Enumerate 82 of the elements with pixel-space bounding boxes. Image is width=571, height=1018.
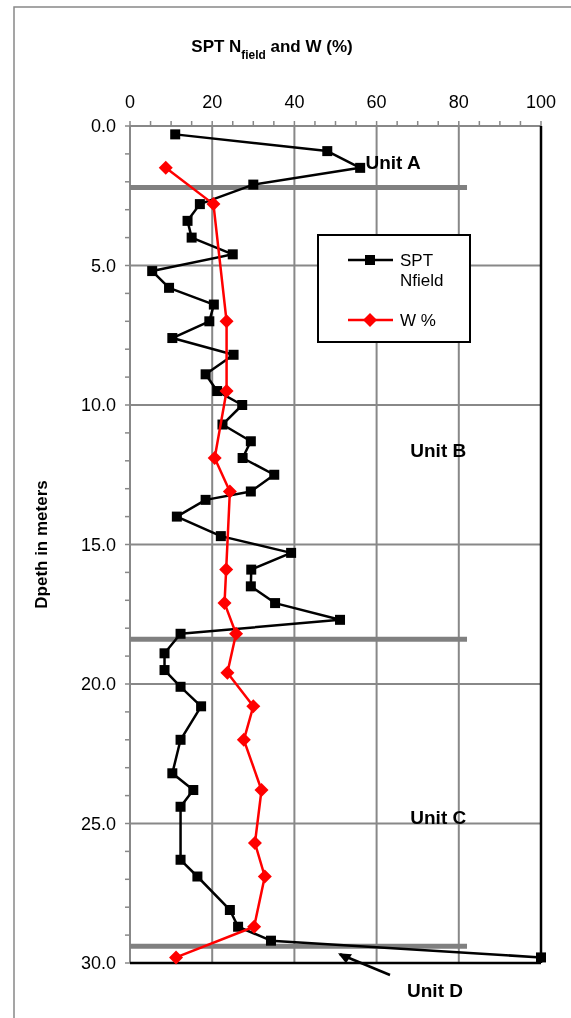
point xyxy=(175,854,186,865)
point xyxy=(228,349,239,360)
x-tick-label: 100 xyxy=(525,92,557,112)
point xyxy=(158,160,173,175)
point xyxy=(236,732,251,747)
point xyxy=(192,871,203,882)
legend-label: W % xyxy=(400,311,436,330)
point xyxy=(186,232,197,243)
point xyxy=(246,699,261,714)
point xyxy=(536,952,546,963)
point xyxy=(215,531,226,542)
point xyxy=(175,734,186,745)
point xyxy=(208,299,219,310)
x-tick-label: 60 xyxy=(366,92,387,112)
x-axis-title: SPT N$_{field}$ and W (%) xyxy=(191,37,353,62)
annotation: Unit C xyxy=(410,807,467,829)
point xyxy=(227,249,238,260)
annotation: Unit A xyxy=(365,151,421,173)
point xyxy=(219,314,234,329)
point xyxy=(355,162,366,173)
point xyxy=(237,400,248,410)
y-axis-title: Dpeth in meters xyxy=(32,480,51,609)
point xyxy=(245,436,256,447)
y-tick-label: 25.0 xyxy=(80,813,116,834)
point xyxy=(245,581,256,592)
point xyxy=(175,628,186,639)
point xyxy=(269,469,280,480)
point xyxy=(204,316,215,327)
point xyxy=(200,369,211,380)
point xyxy=(175,681,186,692)
point xyxy=(167,333,178,344)
point xyxy=(322,146,333,157)
annotation: Unit B xyxy=(410,439,467,461)
point xyxy=(265,935,276,946)
point xyxy=(147,266,158,277)
point xyxy=(237,453,248,464)
point xyxy=(219,384,234,399)
point xyxy=(206,197,221,212)
y-tick-label: 30.0 xyxy=(80,953,116,973)
point xyxy=(182,215,193,226)
point xyxy=(159,648,170,659)
y-tick-label: 0.0 xyxy=(90,116,116,136)
point xyxy=(169,950,184,965)
point xyxy=(246,564,257,575)
point xyxy=(247,836,262,851)
y-tick-label: 5.0 xyxy=(90,255,116,276)
point xyxy=(159,665,170,676)
point xyxy=(257,869,272,884)
point xyxy=(248,179,259,190)
point xyxy=(188,785,199,796)
point xyxy=(229,626,244,641)
point xyxy=(164,282,175,293)
point xyxy=(171,511,182,522)
point xyxy=(212,386,223,397)
y-tick-label: 10.0 xyxy=(80,395,116,415)
x-tick-label: 80 xyxy=(448,92,469,112)
point xyxy=(200,494,211,505)
point xyxy=(254,783,269,798)
point xyxy=(222,484,237,499)
point xyxy=(207,451,222,466)
legend-label: SPT Nfield xyxy=(400,251,444,290)
point xyxy=(247,919,262,934)
point xyxy=(224,904,235,915)
point xyxy=(196,701,207,712)
point xyxy=(194,199,205,210)
point xyxy=(219,562,234,577)
x-tick-label: 0 xyxy=(124,92,136,112)
y-tick-label: 15.0 xyxy=(80,534,116,555)
point xyxy=(170,129,181,140)
point xyxy=(167,768,178,779)
y-tick-label: 20.0 xyxy=(80,674,116,694)
point xyxy=(286,547,297,558)
x-tick-label: 40 xyxy=(284,92,305,112)
text: Unit D xyxy=(407,980,463,1001)
x-tick-label: 20 xyxy=(202,92,223,112)
point xyxy=(335,614,346,625)
point xyxy=(220,665,235,680)
point xyxy=(217,596,232,611)
point xyxy=(175,801,186,812)
point xyxy=(270,598,281,609)
point xyxy=(233,921,244,932)
point xyxy=(245,486,256,497)
